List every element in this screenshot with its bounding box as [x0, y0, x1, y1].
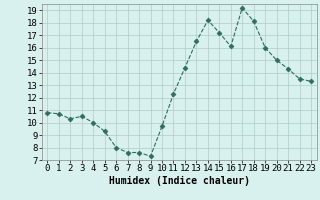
- X-axis label: Humidex (Indice chaleur): Humidex (Indice chaleur): [109, 176, 250, 186]
